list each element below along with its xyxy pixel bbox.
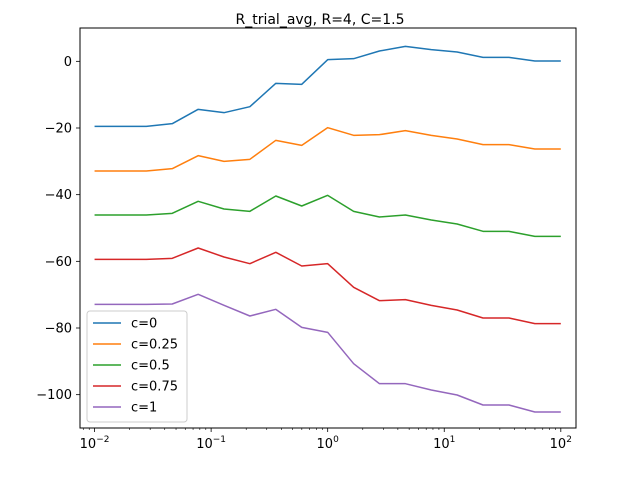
chart-title: R_trial_avg, R=4, C=1.5: [235, 12, 404, 28]
series-line-1: [94, 126, 561, 172]
legend-label-4: c=1: [131, 401, 157, 416]
y-tick-label-5: −100: [36, 388, 72, 403]
y-tick-label-1: −20: [45, 122, 72, 137]
y-tick-label-2: −40: [45, 188, 72, 203]
series-line-2: [94, 194, 561, 238]
legend-box: [86, 310, 188, 423]
series-line-0: [94, 45, 561, 128]
x-tick-label-4: 102: [550, 435, 572, 452]
x-tick-label-2: 100: [317, 435, 340, 452]
x-tick-label-1: 10−1: [196, 435, 226, 452]
y-axis: 0 −20 −40 −60 −80 −100: [36, 55, 80, 403]
legend: c=0 c=0.25 c=0.5 c=0.75 c=1: [86, 310, 188, 423]
x-tick-label-3: 101: [433, 435, 455, 452]
legend-label-3: c=0.75: [131, 380, 178, 395]
legend-label-1: c=0.25: [131, 338, 178, 353]
x-tick-label-0: 10−2: [80, 435, 110, 452]
x-axis: 10−2 10−1 100 101 102: [80, 428, 572, 452]
series-line-3: [94, 247, 561, 325]
y-tick-label-0: 0: [64, 55, 72, 70]
y-tick-label-4: −80: [45, 322, 72, 337]
series-layer: [94, 45, 561, 413]
legend-label-0: c=0: [131, 317, 157, 332]
series-line-4: [94, 293, 561, 413]
legend-label-2: c=0.5: [131, 359, 170, 374]
y-tick-label-3: −60: [45, 255, 72, 270]
